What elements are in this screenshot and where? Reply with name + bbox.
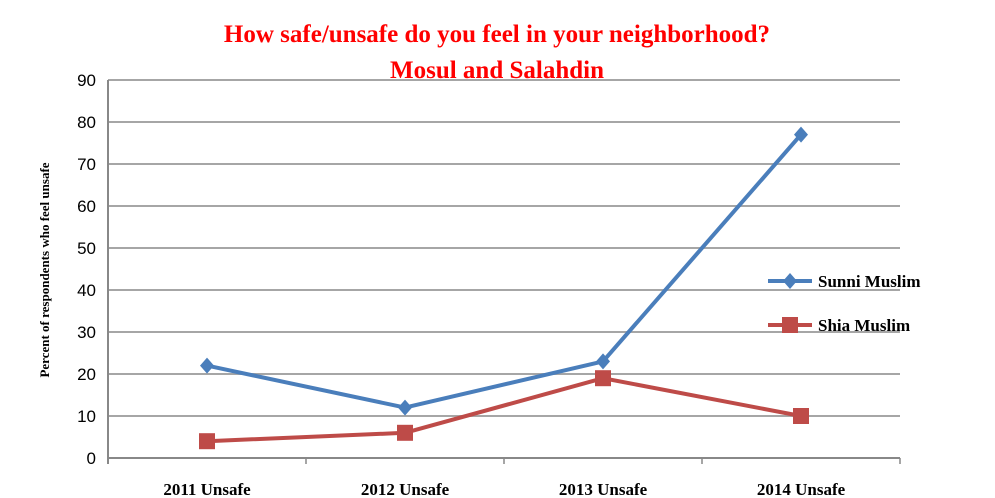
y-axis-label: Percent of respondents who feel unsafe	[37, 162, 52, 377]
sunni-muslim-point	[200, 357, 214, 374]
shia-muslim-point	[397, 424, 413, 441]
x-tick-label: 2012 Unsafe	[361, 480, 450, 498]
y-tick-label: 80	[77, 113, 96, 132]
y-tick-label: 0	[87, 449, 96, 468]
y-tick-label: 90	[77, 71, 96, 90]
y-tick-label: 60	[77, 197, 96, 216]
sunni-muslim-legend-label: Sunni Muslim	[818, 272, 921, 291]
x-tick-label: 2013 Unsafe	[559, 480, 648, 498]
y-tick-label: 50	[77, 239, 96, 258]
sunni-muslim-point	[398, 399, 412, 416]
shia-muslim-legend-label: Shia Muslim	[818, 316, 910, 335]
chart-title: How safe/unsafe do you feel in your neig…	[224, 21, 770, 48]
shia-muslim-point	[793, 408, 809, 424]
y-tick-label: 40	[77, 281, 96, 300]
sunni-muslim-line	[206, 133, 803, 410]
x-tick-label: 2011 Unsafe	[163, 480, 251, 498]
shia-muslim-line	[206, 376, 802, 444]
sunni-muslim-point	[596, 353, 610, 370]
sunni-muslim-legend-marker	[783, 273, 797, 289]
y-tick-label: 10	[77, 407, 96, 426]
y-tick-label: 70	[77, 155, 96, 174]
sunni-muslim-point	[794, 126, 808, 143]
shia-muslim-point	[595, 370, 611, 387]
shia-muslim-legend-marker	[782, 317, 798, 333]
y-tick-label: 30	[77, 323, 96, 342]
y-tick-label: 20	[77, 365, 96, 384]
shia-muslim-point	[199, 433, 215, 450]
x-tick-label: 2014 Unsafe	[757, 480, 846, 498]
